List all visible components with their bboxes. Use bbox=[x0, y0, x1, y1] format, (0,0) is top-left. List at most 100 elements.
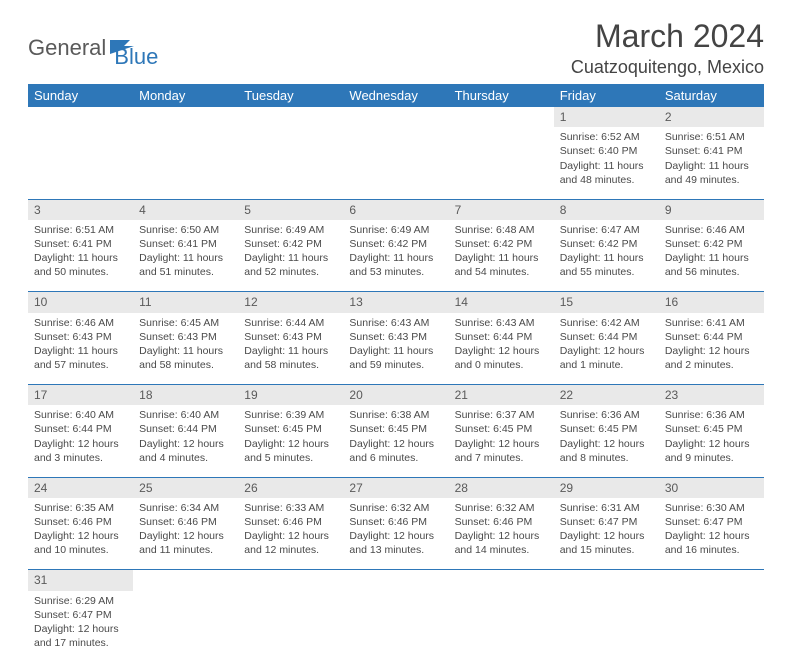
header: General Blue March 2024 Cuatzoquitengo, … bbox=[28, 18, 764, 78]
day-cell-line: Sunset: 6:44 PM bbox=[455, 330, 548, 344]
day-cell-line: and 2 minutes. bbox=[665, 358, 758, 372]
day-cell-line: Sunset: 6:47 PM bbox=[665, 515, 758, 529]
day-cell-line: Sunrise: 6:39 AM bbox=[244, 408, 337, 422]
day-cell-line: Daylight: 12 hours bbox=[455, 529, 548, 543]
day-number-cell: 17 bbox=[28, 385, 133, 406]
day-cell-line: Sunrise: 6:47 AM bbox=[560, 223, 653, 237]
day-cell-line: Sunset: 6:40 PM bbox=[560, 144, 653, 158]
week-row: Sunrise: 6:40 AMSunset: 6:44 PMDaylight:… bbox=[28, 405, 764, 477]
day-cell-line: Sunrise: 6:40 AM bbox=[34, 408, 127, 422]
day-cell-line: Sunset: 6:42 PM bbox=[455, 237, 548, 251]
day-cell-line: Sunrise: 6:52 AM bbox=[560, 130, 653, 144]
day-cell-line: and 13 minutes. bbox=[349, 543, 442, 557]
day-cell: Sunrise: 6:46 AMSunset: 6:42 PMDaylight:… bbox=[659, 220, 764, 292]
day-number-cell: 18 bbox=[133, 385, 238, 406]
day-number-cell: 24 bbox=[28, 477, 133, 498]
daynum-row: 31 bbox=[28, 570, 764, 591]
day-cell-line: and 8 minutes. bbox=[560, 451, 653, 465]
day-cell bbox=[449, 127, 554, 199]
day-cell-line: Daylight: 12 hours bbox=[34, 437, 127, 451]
day-cell: Sunrise: 6:41 AMSunset: 6:44 PMDaylight:… bbox=[659, 313, 764, 385]
day-number-cell: 31 bbox=[28, 570, 133, 591]
month-title: March 2024 bbox=[571, 18, 764, 55]
day-cell-line: Sunset: 6:44 PM bbox=[665, 330, 758, 344]
day-cell: Sunrise: 6:40 AMSunset: 6:44 PMDaylight:… bbox=[28, 405, 133, 477]
day-cell-line: and 52 minutes. bbox=[244, 265, 337, 279]
day-cell-line: Sunrise: 6:35 AM bbox=[34, 501, 127, 515]
day-number-cell bbox=[133, 570, 238, 591]
day-cell-line: and 11 minutes. bbox=[139, 543, 232, 557]
day-cell-line: Daylight: 12 hours bbox=[665, 437, 758, 451]
week-row: Sunrise: 6:52 AMSunset: 6:40 PMDaylight:… bbox=[28, 127, 764, 199]
day-cell-line: and 4 minutes. bbox=[139, 451, 232, 465]
day-header: Monday bbox=[133, 84, 238, 107]
day-cell-line: and 49 minutes. bbox=[665, 173, 758, 187]
day-cell-line: Sunrise: 6:46 AM bbox=[34, 316, 127, 330]
day-cell: Sunrise: 6:37 AMSunset: 6:45 PMDaylight:… bbox=[449, 405, 554, 477]
day-cell: Sunrise: 6:34 AMSunset: 6:46 PMDaylight:… bbox=[133, 498, 238, 570]
day-cell-line: Daylight: 11 hours bbox=[665, 251, 758, 265]
day-cell-line: Daylight: 12 hours bbox=[34, 622, 127, 636]
day-number-cell bbox=[238, 107, 343, 127]
day-cell-line: Sunrise: 6:43 AM bbox=[455, 316, 548, 330]
day-cell: Sunrise: 6:32 AMSunset: 6:46 PMDaylight:… bbox=[449, 498, 554, 570]
day-header: Wednesday bbox=[343, 84, 448, 107]
day-number-cell: 30 bbox=[659, 477, 764, 498]
day-cell-line: and 3 minutes. bbox=[34, 451, 127, 465]
day-cell-line: Daylight: 12 hours bbox=[139, 437, 232, 451]
day-cell: Sunrise: 6:49 AMSunset: 6:42 PMDaylight:… bbox=[238, 220, 343, 292]
day-number-cell: 7 bbox=[449, 199, 554, 220]
day-cell: Sunrise: 6:32 AMSunset: 6:46 PMDaylight:… bbox=[343, 498, 448, 570]
day-cell-line: Daylight: 12 hours bbox=[560, 437, 653, 451]
day-cell: Sunrise: 6:51 AMSunset: 6:41 PMDaylight:… bbox=[28, 220, 133, 292]
day-number-cell: 27 bbox=[343, 477, 448, 498]
day-cell-line: Sunset: 6:46 PM bbox=[139, 515, 232, 529]
day-number-cell: 14 bbox=[449, 292, 554, 313]
day-cell-line: Daylight: 11 hours bbox=[560, 159, 653, 173]
logo-text-blue: Blue bbox=[114, 44, 158, 70]
day-cell: Sunrise: 6:43 AMSunset: 6:43 PMDaylight:… bbox=[343, 313, 448, 385]
day-number-cell: 25 bbox=[133, 477, 238, 498]
day-cell-line: Sunset: 6:43 PM bbox=[244, 330, 337, 344]
day-number-cell bbox=[449, 570, 554, 591]
day-cell: Sunrise: 6:30 AMSunset: 6:47 PMDaylight:… bbox=[659, 498, 764, 570]
day-cell-line: Sunset: 6:42 PM bbox=[665, 237, 758, 251]
day-cell-line: Daylight: 11 hours bbox=[34, 251, 127, 265]
day-number-cell: 13 bbox=[343, 292, 448, 313]
day-cell-line: Sunset: 6:44 PM bbox=[560, 330, 653, 344]
day-cell-line: and 57 minutes. bbox=[34, 358, 127, 372]
day-cell: Sunrise: 6:40 AMSunset: 6:44 PMDaylight:… bbox=[133, 405, 238, 477]
day-cell-line: Sunset: 6:43 PM bbox=[139, 330, 232, 344]
day-cell bbox=[554, 591, 659, 663]
day-number-cell: 5 bbox=[238, 199, 343, 220]
day-cell bbox=[343, 127, 448, 199]
day-cell-line: Sunset: 6:46 PM bbox=[455, 515, 548, 529]
day-cell-line: Sunrise: 6:34 AM bbox=[139, 501, 232, 515]
day-cell bbox=[449, 591, 554, 663]
day-cell-line: Daylight: 12 hours bbox=[560, 529, 653, 543]
day-cell: Sunrise: 6:51 AMSunset: 6:41 PMDaylight:… bbox=[659, 127, 764, 199]
day-cell-line: Sunrise: 6:32 AM bbox=[455, 501, 548, 515]
day-cell-line: Daylight: 12 hours bbox=[139, 529, 232, 543]
day-cell: Sunrise: 6:38 AMSunset: 6:45 PMDaylight:… bbox=[343, 405, 448, 477]
day-cell bbox=[28, 127, 133, 199]
day-cell-line: Sunset: 6:42 PM bbox=[244, 237, 337, 251]
day-number-cell: 15 bbox=[554, 292, 659, 313]
week-row: Sunrise: 6:46 AMSunset: 6:43 PMDaylight:… bbox=[28, 313, 764, 385]
day-cell bbox=[133, 591, 238, 663]
logo-text-general: General bbox=[28, 35, 106, 61]
day-cell-line: and 0 minutes. bbox=[455, 358, 548, 372]
day-cell-line: Sunrise: 6:49 AM bbox=[349, 223, 442, 237]
day-cell: Sunrise: 6:36 AMSunset: 6:45 PMDaylight:… bbox=[554, 405, 659, 477]
day-cell-line: Sunrise: 6:31 AM bbox=[560, 501, 653, 515]
day-header: Thursday bbox=[449, 84, 554, 107]
day-cell-line: and 56 minutes. bbox=[665, 265, 758, 279]
day-cell bbox=[238, 591, 343, 663]
day-number-cell: 10 bbox=[28, 292, 133, 313]
day-number-cell bbox=[133, 107, 238, 127]
day-cell-line: Sunrise: 6:33 AM bbox=[244, 501, 337, 515]
day-number-cell: 23 bbox=[659, 385, 764, 406]
day-cell-line: Sunset: 6:46 PM bbox=[34, 515, 127, 529]
day-cell-line: Sunset: 6:41 PM bbox=[665, 144, 758, 158]
day-cell bbox=[659, 591, 764, 663]
